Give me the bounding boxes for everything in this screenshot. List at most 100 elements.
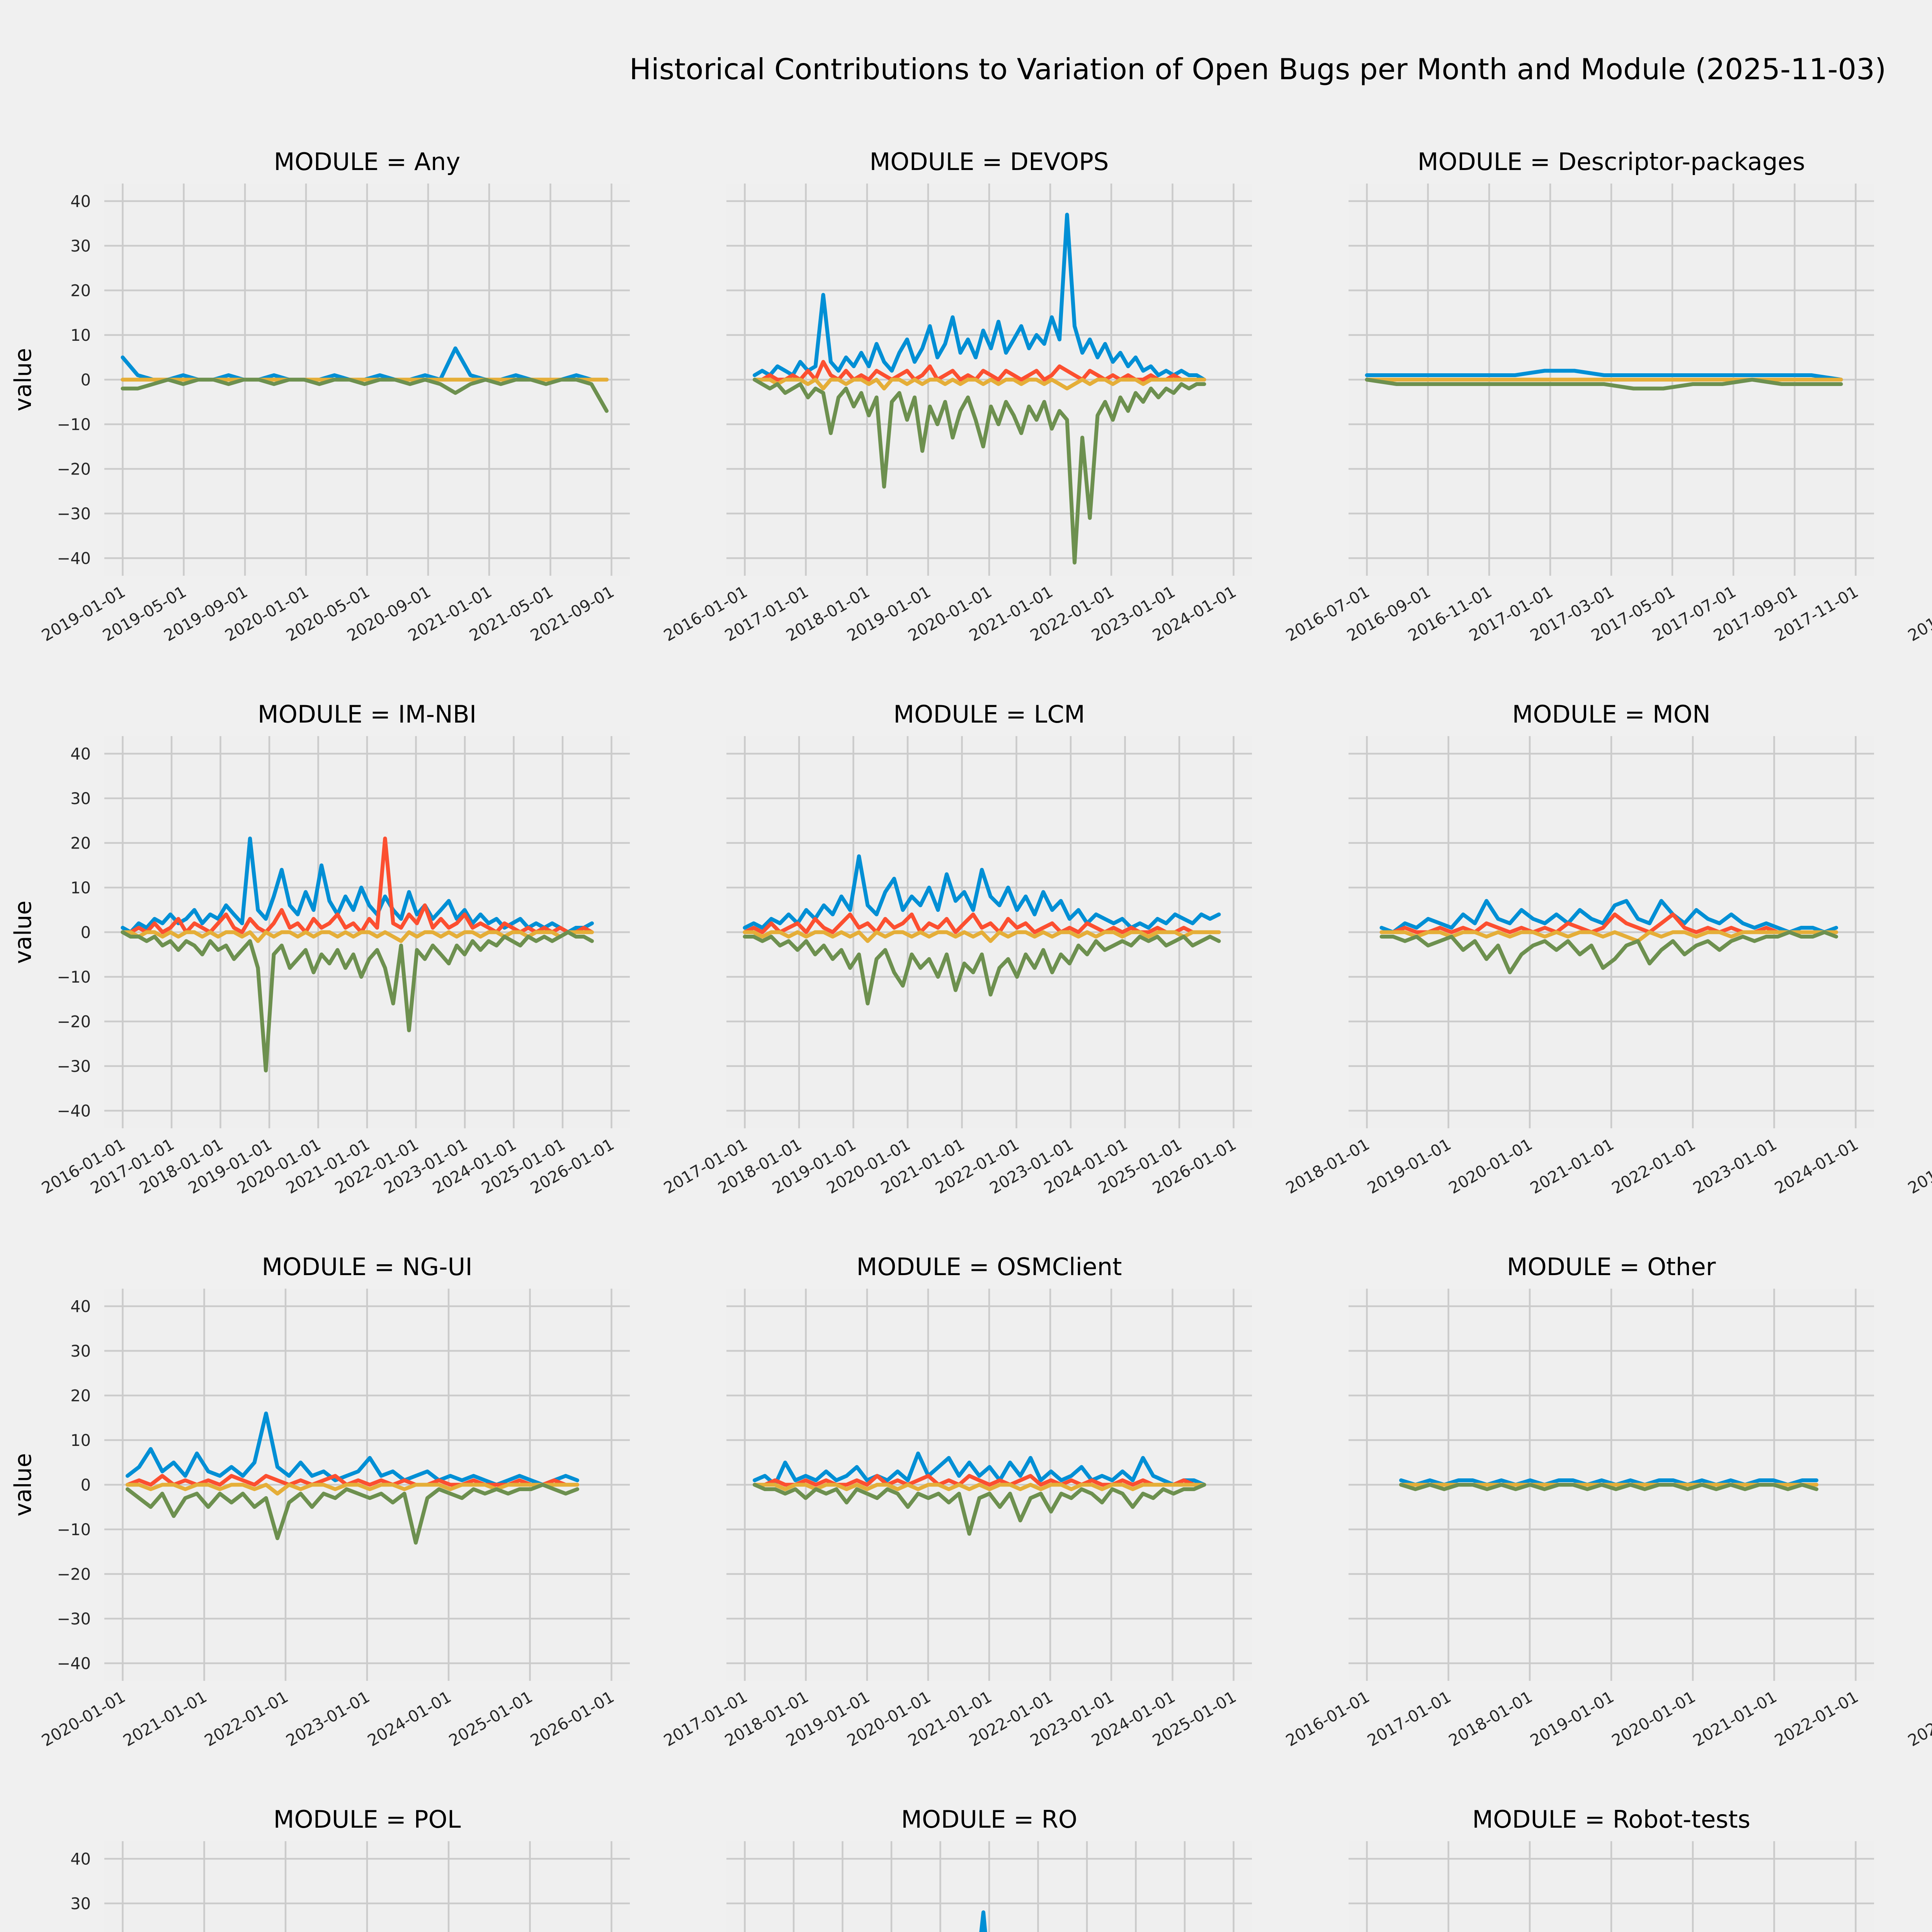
facet-Documentation / Wiki: 2016-01-012017-01-012018-01-012019-01-01… bbox=[1905, 582, 1932, 645]
facet-title: MODULE = RO bbox=[901, 1805, 1077, 1833]
x-tick-label: 2023-01-01 bbox=[1690, 1134, 1780, 1197]
x-tick-label: 2020-01-01 bbox=[38, 1687, 128, 1750]
facet-title: MODULE = Robot-tests bbox=[1472, 1805, 1750, 1833]
line-REOPENED bbox=[753, 1474, 1206, 1487]
facet-title: MODULE = NG-UI bbox=[262, 1253, 472, 1281]
x-tick-label: 2022-01-01 bbox=[201, 1687, 291, 1750]
facet-Descriptor-packages: 2016-07-012016-09-012016-11-012017-01-01… bbox=[1282, 148, 1874, 645]
facet-title: MODULE = DEVOPS bbox=[869, 148, 1109, 176]
facet-N2VC: 2016-01-012017-01-012018-01-012019-01-01… bbox=[1905, 1134, 1932, 1197]
y-tick-label: −20 bbox=[57, 460, 91, 479]
y-tick-label: −30 bbox=[57, 504, 91, 523]
y-axis-label: value bbox=[10, 1453, 37, 1517]
y-tick-label: 0 bbox=[81, 371, 91, 389]
y-tick-label: −40 bbox=[57, 1102, 91, 1121]
x-tick-label: 2025-01-01 bbox=[446, 1687, 536, 1750]
line-CLOSED bbox=[743, 934, 1221, 1006]
line-REOPENED bbox=[753, 360, 1206, 382]
line-FALSE_CLOSED bbox=[121, 930, 594, 943]
line-CLOSED bbox=[1365, 378, 1843, 391]
line-OPENED bbox=[743, 854, 1221, 930]
y-tick-label: 30 bbox=[70, 1894, 91, 1913]
y-tick-label: 20 bbox=[70, 281, 91, 300]
gridlines bbox=[726, 1841, 1252, 1932]
facet-DEVOPS: 2016-01-012017-01-012018-01-012019-01-01… bbox=[660, 148, 1252, 645]
line-OPENED bbox=[121, 837, 594, 934]
y-tick-label: −20 bbox=[57, 1565, 91, 1584]
facet-Unknown: 2016-01-012017-01-012018-01-012019-01-01… bbox=[1905, 1805, 1932, 1932]
facet-Any: 2019-01-012019-05-012019-09-012020-01-01… bbox=[10, 148, 630, 645]
facet-OSMClient: 2017-01-012018-01-012019-01-012020-01-01… bbox=[660, 1253, 1252, 1750]
x-tick-label: 2021-01-01 bbox=[1527, 1134, 1617, 1197]
line-OPENED bbox=[753, 1451, 1206, 1487]
line-CLOSED bbox=[1379, 930, 1838, 975]
line-FALSE_CLOSED bbox=[1379, 930, 1838, 943]
y-tick-label: 10 bbox=[70, 1431, 91, 1450]
x-tick-label: 2024-01-01 bbox=[364, 1687, 454, 1750]
x-tick-label: 2022-01-01 bbox=[1609, 1134, 1699, 1197]
line-REOPENED bbox=[1379, 912, 1838, 934]
facet-Other: 2016-01-012017-01-012018-01-012019-01-01… bbox=[1282, 1253, 1874, 1750]
line-REOPENED bbox=[121, 837, 594, 934]
facet-title: MODULE = IM-NBI bbox=[258, 700, 476, 728]
facet-POL: 2018-01-012019-01-012020-01-012021-01-01… bbox=[70, 1805, 630, 1932]
y-tick-label: −30 bbox=[57, 1609, 91, 1628]
facet-title: MODULE = OSMClient bbox=[856, 1253, 1122, 1281]
y-tick-label: 10 bbox=[70, 326, 91, 345]
y-tick-label: 40 bbox=[70, 192, 91, 211]
line-FALSE_CLOSED bbox=[753, 378, 1206, 391]
line-CLOSED bbox=[121, 930, 594, 1073]
facet-title: MODULE = POL bbox=[273, 1805, 461, 1833]
x-tick-label: 2016-01-01 bbox=[1905, 1134, 1932, 1197]
facet-NG-UI: 2020-01-012021-01-012022-01-012023-01-01… bbox=[10, 1253, 630, 1750]
y-tick-label: −10 bbox=[57, 415, 91, 434]
x-tick-label: 2018-01-01 bbox=[1446, 1687, 1536, 1750]
y-tick-label: 0 bbox=[81, 1476, 91, 1495]
x-tick-label: 2024-01-01 bbox=[1771, 1134, 1861, 1197]
x-tick-label: 2016-01-01 bbox=[1282, 1687, 1372, 1750]
line-OPENED bbox=[753, 213, 1206, 382]
y-tick-label: 40 bbox=[70, 745, 91, 764]
line-OPENED bbox=[1365, 369, 1843, 382]
y-tick-label: 30 bbox=[70, 236, 91, 255]
facet-title: MODULE = MON bbox=[1512, 700, 1710, 728]
facet-MON: 2018-01-012019-01-012020-01-012021-01-01… bbox=[1282, 700, 1874, 1197]
facet-title: MODULE = Any bbox=[274, 148, 461, 176]
y-tick-label: 10 bbox=[70, 878, 91, 897]
y-tick-label: 40 bbox=[70, 1850, 91, 1869]
line-OPENED bbox=[126, 1411, 579, 1487]
facet-RO: 2016-01-012017-01-012018-01-012019-01-01… bbox=[726, 1805, 1252, 1932]
gridlines bbox=[104, 1841, 630, 1932]
x-tick-label: 2021-01-01 bbox=[1690, 1687, 1780, 1750]
x-tick-label: 2020-01-01 bbox=[1609, 1687, 1699, 1750]
x-tick-label: 2020-07-01 bbox=[1905, 1687, 1932, 1750]
line-CLOSED bbox=[753, 1483, 1206, 1536]
facet-PLA: 2020-07-012020-10-012021-01-012021-04-01… bbox=[1905, 1687, 1932, 1750]
y-tick-label: −10 bbox=[57, 968, 91, 986]
facet-title: MODULE = LCM bbox=[893, 700, 1085, 728]
y-tick-label: −30 bbox=[57, 1057, 91, 1076]
y-tick-label: 0 bbox=[81, 923, 91, 942]
facet-title: MODULE = Descriptor-packages bbox=[1417, 148, 1805, 176]
x-tick-label: 2019-01-01 bbox=[1364, 1134, 1454, 1197]
x-tick-label: 2023-01-01 bbox=[283, 1687, 373, 1750]
gridlines bbox=[1349, 1841, 1874, 1932]
line-FALSE_CLOSED bbox=[753, 1483, 1206, 1491]
y-tick-label: 30 bbox=[70, 1342, 91, 1361]
y-tick-label: 30 bbox=[70, 789, 91, 808]
x-tick-label: 2016-01-01 bbox=[1905, 582, 1932, 645]
line-OPENED bbox=[1379, 899, 1838, 934]
y-axis-label: value bbox=[10, 901, 37, 964]
y-tick-label: −10 bbox=[57, 1520, 91, 1539]
facet-LCM: 2017-01-012018-01-012019-01-012020-01-01… bbox=[660, 700, 1252, 1197]
line-FALSE_CLOSED bbox=[126, 1483, 579, 1496]
x-tick-label: 2018-01-01 bbox=[1282, 1134, 1372, 1197]
facet-title: MODULE = Other bbox=[1507, 1253, 1716, 1281]
x-tick-label: 2020-01-01 bbox=[1446, 1134, 1536, 1197]
facet-Robot-tests: 2020-01-012021-01-012022-01-012023-01-01… bbox=[1349, 1805, 1874, 1932]
y-tick-label: −40 bbox=[57, 549, 91, 568]
x-tick-label: 2017-01-01 bbox=[1364, 1687, 1454, 1750]
line-CLOSED bbox=[126, 1483, 579, 1545]
